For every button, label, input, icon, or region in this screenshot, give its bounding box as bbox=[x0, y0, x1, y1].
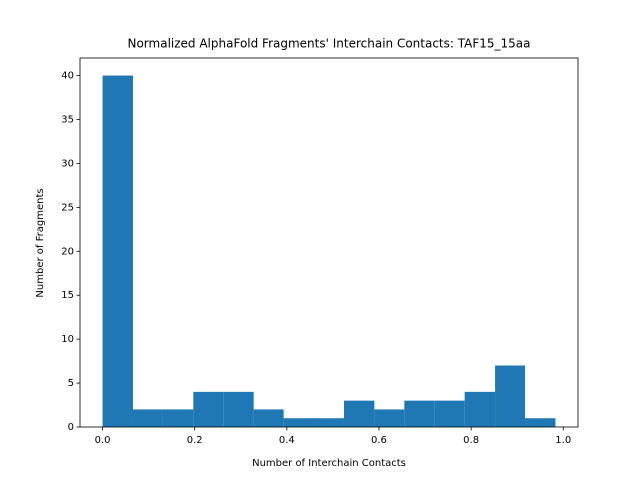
plot-frame bbox=[79, 57, 579, 428]
bar bbox=[525, 418, 556, 427]
x-tick-label: 0.6 bbox=[371, 435, 387, 446]
x-tick-label: 0.0 bbox=[95, 435, 111, 446]
bar bbox=[464, 391, 496, 427]
y-tick-label: 15 bbox=[61, 290, 74, 301]
bar bbox=[314, 418, 344, 427]
bar bbox=[193, 391, 224, 427]
bar bbox=[223, 391, 254, 427]
x-axis-label: Number of Interchain Contacts bbox=[252, 458, 406, 469]
y-tick-label: 10 bbox=[61, 334, 74, 345]
y-tick-label: 25 bbox=[61, 202, 74, 213]
bar bbox=[495, 365, 526, 427]
y-tick-label: 30 bbox=[61, 158, 74, 169]
bar bbox=[374, 409, 405, 427]
y-tick-label: 20 bbox=[61, 246, 74, 257]
bar bbox=[343, 400, 375, 427]
x-tick-label: 0.8 bbox=[463, 435, 479, 446]
y-tick-label: 5 bbox=[68, 378, 74, 389]
y-tick-label: 35 bbox=[61, 115, 74, 126]
bar bbox=[434, 400, 465, 427]
bar bbox=[162, 409, 194, 427]
bar bbox=[102, 75, 133, 428]
bar bbox=[253, 409, 284, 427]
bar bbox=[283, 418, 315, 427]
bar bbox=[132, 409, 163, 427]
x-tick-label: 0.2 bbox=[187, 435, 203, 446]
y-tick-label: 40 bbox=[61, 71, 74, 82]
y-axis-label: Number of Fragments bbox=[35, 188, 46, 297]
chart-title: Normalized AlphaFold Fragments' Intercha… bbox=[127, 37, 530, 51]
x-tick-label: 0.4 bbox=[279, 435, 295, 446]
bar bbox=[404, 400, 435, 427]
x-tick-label: 1.0 bbox=[555, 435, 571, 446]
y-tick-label: 0 bbox=[68, 422, 74, 433]
